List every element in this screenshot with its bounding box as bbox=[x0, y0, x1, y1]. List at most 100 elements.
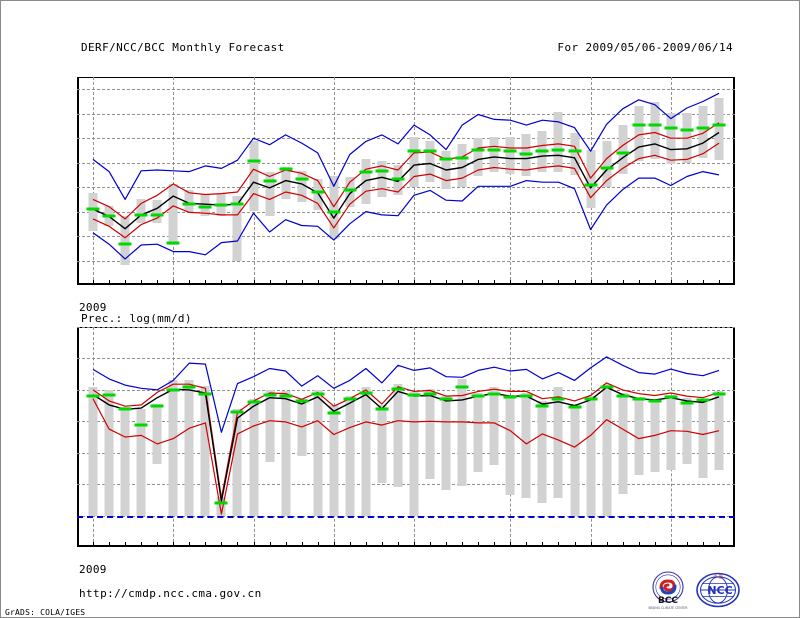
ensemble-spread-bar bbox=[457, 143, 467, 188]
series-line-lower_quartile bbox=[92, 142, 720, 239]
x-axis-tick bbox=[173, 280, 175, 285]
gridline-horizontal bbox=[77, 327, 735, 328]
svg-text:中 国: 中 国 bbox=[713, 573, 722, 579]
median-marker bbox=[503, 149, 517, 153]
x-axis-tick bbox=[253, 280, 255, 285]
precipitation-x-axis-year: 2009 bbox=[79, 563, 107, 576]
median-marker bbox=[343, 397, 357, 401]
x-axis-tick bbox=[205, 280, 207, 285]
gridline-horizontal bbox=[77, 452, 735, 454]
x-axis-tick bbox=[269, 542, 271, 547]
x-axis-tick bbox=[349, 542, 351, 547]
median-marker bbox=[584, 183, 598, 187]
median-marker bbox=[407, 393, 421, 397]
bcc-logo: BCC BEIJING CLIMATE CENTER bbox=[646, 569, 690, 611]
grads-credit: GrADS: COLA/IGES bbox=[5, 608, 86, 617]
x-axis-tick bbox=[109, 542, 111, 547]
median-marker bbox=[616, 151, 630, 155]
ensemble-spread-bar bbox=[489, 137, 499, 173]
ensemble-spread-bar bbox=[297, 170, 307, 202]
gridline-horizontal bbox=[77, 89, 735, 91]
median-marker bbox=[102, 393, 116, 397]
median-marker bbox=[134, 423, 148, 427]
x-axis-tick bbox=[157, 280, 159, 285]
svg-text:BEIJING CLIMATE CENTER: BEIJING CLIMATE CENTER bbox=[648, 606, 688, 610]
ensemble-spread-bar bbox=[425, 389, 435, 480]
median-marker bbox=[247, 400, 261, 404]
x-axis-tick bbox=[285, 542, 287, 547]
x-axis-tick bbox=[365, 280, 367, 285]
median-marker bbox=[391, 177, 405, 181]
x-axis-tick bbox=[606, 542, 608, 547]
x-axis-tick bbox=[301, 542, 303, 547]
median-marker bbox=[86, 394, 100, 397]
gridline-horizontal bbox=[77, 211, 735, 213]
ensemble-spread-bar bbox=[425, 140, 435, 183]
gridline-horizontal bbox=[77, 113, 735, 115]
median-marker bbox=[551, 148, 565, 152]
x-axis-tick bbox=[269, 280, 271, 285]
x-axis-tick bbox=[510, 280, 512, 285]
x-axis-tick bbox=[446, 280, 448, 285]
ensemble-spread-bar bbox=[698, 400, 708, 478]
ensemble-spread-bar bbox=[618, 393, 628, 494]
ensemble-spread-bar bbox=[265, 171, 275, 217]
ensemble-spread-bar bbox=[361, 386, 371, 516]
x-axis-tick bbox=[125, 542, 127, 547]
x-axis-tick bbox=[430, 542, 432, 547]
x-axis-tick bbox=[638, 280, 640, 285]
svg-text:NCC: NCC bbox=[707, 584, 732, 597]
median-marker bbox=[311, 190, 325, 194]
x-axis-tick bbox=[397, 280, 399, 285]
x-axis-tick bbox=[381, 280, 383, 285]
ensemble-spread-bar bbox=[104, 389, 114, 516]
ensemble-spread-bar bbox=[152, 404, 162, 464]
x-axis-tick bbox=[221, 280, 223, 285]
x-axis-tick bbox=[670, 542, 672, 547]
ensemble-spread-bar bbox=[634, 106, 644, 161]
ensemble-spread-bar bbox=[281, 166, 291, 199]
median-marker bbox=[423, 149, 437, 153]
x-axis-tick bbox=[462, 280, 464, 285]
ensemble-spread-bar bbox=[249, 141, 259, 211]
x-axis-tick bbox=[718, 542, 720, 547]
median-marker bbox=[118, 242, 132, 246]
x-axis-tick bbox=[574, 280, 576, 285]
median-marker bbox=[664, 395, 678, 399]
website-url[interactable]: http://cmdp.ncc.cma.gov.cn bbox=[79, 587, 262, 600]
x-axis-tick bbox=[702, 542, 704, 547]
ensemble-spread-bar bbox=[666, 394, 676, 470]
median-marker bbox=[712, 392, 726, 396]
median-marker bbox=[214, 501, 228, 505]
median-marker bbox=[359, 391, 373, 395]
median-marker bbox=[166, 241, 180, 245]
x-axis-tick bbox=[478, 542, 480, 547]
ensemble-spread-bar bbox=[602, 141, 612, 188]
median-marker bbox=[134, 213, 148, 217]
ensemble-spread-bar bbox=[377, 161, 387, 197]
x-axis-tick bbox=[381, 542, 383, 547]
floor-reference-line bbox=[77, 515, 735, 518]
x-axis-tick bbox=[125, 280, 127, 285]
median-marker bbox=[455, 156, 469, 160]
median-marker bbox=[632, 123, 646, 127]
ensemble-spread-bar bbox=[232, 409, 242, 516]
median-marker bbox=[680, 401, 694, 405]
x-axis-tick bbox=[317, 542, 319, 547]
ensemble-spread-bar bbox=[570, 404, 580, 516]
precipitation-panel: -5-4-3-2-10126MAY11MAY16MAY21MAY26MAY1JU… bbox=[77, 327, 735, 547]
x-axis-tick bbox=[622, 280, 624, 285]
median-marker bbox=[439, 157, 453, 161]
temperature-panel: 036912151821246MAY11MAY16MAY21MAY26MAY1J… bbox=[77, 77, 735, 285]
ensemble-spread-bar bbox=[393, 383, 403, 488]
median-marker bbox=[359, 170, 373, 174]
ensemble-spread-bar bbox=[409, 136, 419, 188]
x-axis-tick bbox=[526, 542, 528, 547]
ensemble-spread-bar bbox=[345, 395, 355, 516]
ensemble-spread-bar bbox=[489, 386, 499, 466]
median-marker bbox=[535, 149, 549, 153]
median-marker bbox=[295, 177, 309, 181]
ensemble-spread-bar bbox=[184, 379, 194, 516]
series-line-upper_quartile bbox=[92, 122, 720, 220]
